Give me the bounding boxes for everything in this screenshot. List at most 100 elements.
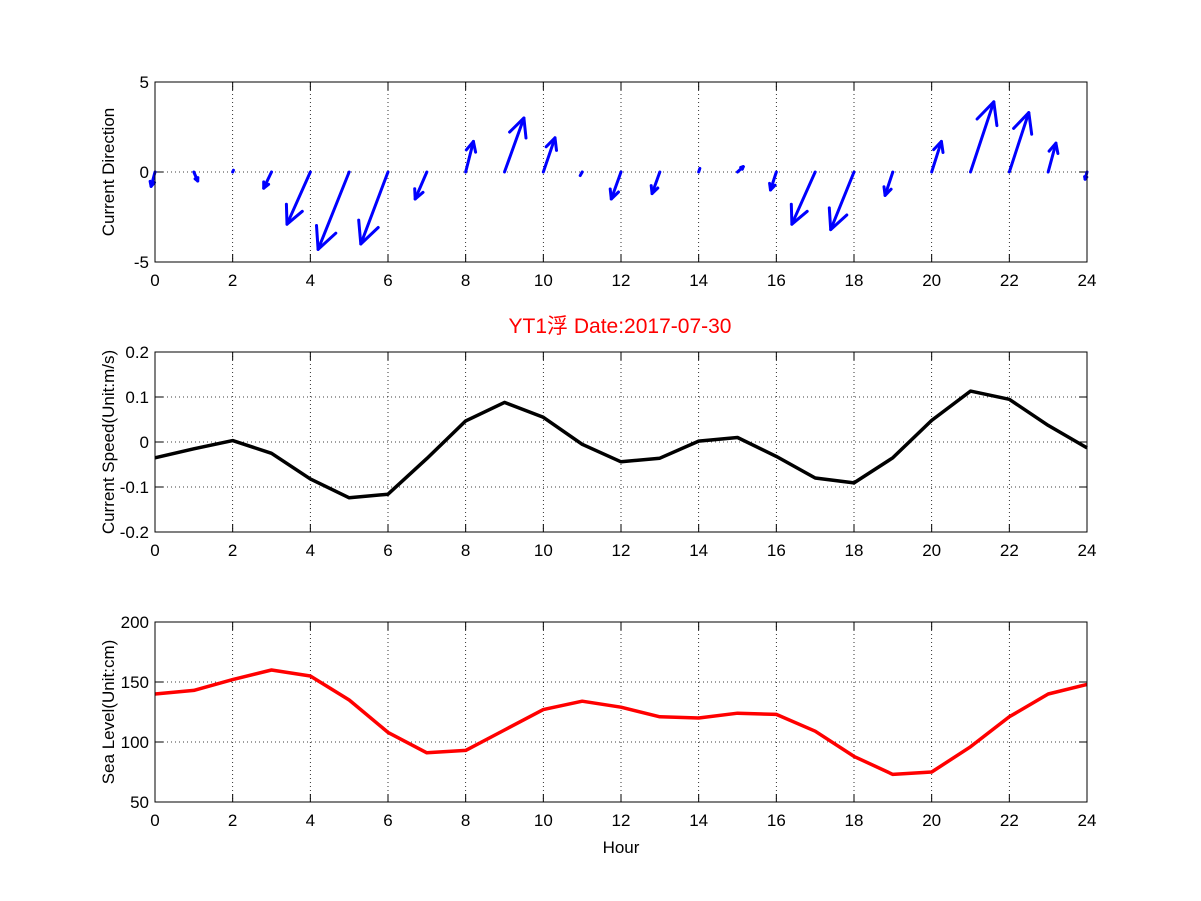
x-tick-label: 4 <box>306 541 315 560</box>
arrow-head <box>975 100 999 128</box>
direction-arrow <box>969 100 999 174</box>
y-tick-label: 100 <box>121 733 149 752</box>
x-tick-label: 10 <box>534 811 553 830</box>
x-tick-label: 24 <box>1078 271 1097 290</box>
x-tick-label: 24 <box>1078 811 1097 830</box>
arrow-head <box>789 202 809 226</box>
x-tick-label: 22 <box>1000 811 1019 830</box>
x-tick-label: 14 <box>689 271 708 290</box>
arrow-shaft <box>464 139 475 174</box>
direction-arrow <box>697 166 702 174</box>
direction-arrow <box>541 136 558 174</box>
arrow-head <box>1047 141 1060 155</box>
arrow-head <box>508 116 528 140</box>
x-tick-label: 2 <box>228 811 237 830</box>
arrow-head <box>827 206 849 232</box>
arrow-shaft <box>503 116 526 174</box>
direction-arrow <box>262 170 273 190</box>
arrow-shaft <box>829 170 856 232</box>
y-axis-label: Current Speed(Unit:m/s) <box>99 350 118 534</box>
x-tick-label: 20 <box>922 811 941 830</box>
x-tick-label: 6 <box>383 271 392 290</box>
direction-arrow <box>192 170 200 183</box>
y-tick-label: -0.1 <box>120 478 149 497</box>
arrow-shaft <box>1007 111 1031 174</box>
arrow-head <box>148 179 156 188</box>
y-tick-label: 0.1 <box>125 388 149 407</box>
y-tick-label: 5 <box>140 73 149 92</box>
arrow-shaft <box>969 100 996 174</box>
axes-frame <box>154 621 1088 803</box>
arrow-head <box>882 185 893 197</box>
x-tick-label: 14 <box>689 811 708 830</box>
direction-arrow <box>578 170 584 178</box>
arrow-shaft <box>578 170 584 178</box>
x-tick-label: 18 <box>845 811 864 830</box>
direction-arrow <box>930 139 945 174</box>
direction-arrow <box>882 170 895 197</box>
y-tick-label: 0.2 <box>125 343 149 362</box>
arrow-shaft <box>609 170 623 201</box>
arrow-head <box>544 136 558 152</box>
y-tick-label: 0 <box>140 163 149 182</box>
y-tick-label: -5 <box>134 253 149 272</box>
y-tick-label: -0.2 <box>120 523 149 542</box>
arrow-shaft <box>650 170 662 196</box>
direction-arrow <box>768 170 778 192</box>
y-tick-label: 0 <box>140 433 149 452</box>
y-tick-label: 200 <box>121 613 149 632</box>
direction-arrow <box>357 170 390 246</box>
arrow-head <box>932 139 945 154</box>
y-tick-label: 50 <box>130 793 149 812</box>
arrow-head <box>649 184 660 196</box>
x-tick-label: 14 <box>689 541 708 560</box>
arrow-head <box>315 224 338 251</box>
direction-arrow <box>1007 111 1034 174</box>
x-tick-label: 6 <box>383 541 392 560</box>
x-tick-label: 16 <box>767 541 786 560</box>
direction-arrow <box>736 165 745 174</box>
arrow-shaft <box>413 170 429 201</box>
arrow-shaft <box>359 170 390 246</box>
x-tick-label: 0 <box>150 811 159 830</box>
arrow-head <box>193 176 200 183</box>
x-axis-label: Hour <box>603 838 640 857</box>
arrow-head <box>357 218 380 246</box>
x-tick-label: 20 <box>922 271 941 290</box>
x-tick-label: 18 <box>845 541 864 560</box>
x-tick-label: 8 <box>461 271 470 290</box>
direction-arrow <box>608 170 623 201</box>
arrow-head <box>464 139 478 154</box>
x-tick-label: 24 <box>1078 541 1097 560</box>
arrow-shaft <box>541 136 557 174</box>
direction-arrow <box>1046 141 1060 174</box>
x-tick-label: 2 <box>228 541 237 560</box>
direction-arrow <box>413 170 429 201</box>
x-tick-label: 2 <box>228 271 237 290</box>
x-tick-label: 8 <box>461 541 470 560</box>
x-tick-label: 16 <box>767 811 786 830</box>
arrow-head <box>608 187 620 201</box>
arrow-head <box>413 187 425 201</box>
arrow-shaft <box>930 139 943 174</box>
arrow-head <box>284 202 304 226</box>
arrow-shaft <box>316 170 351 251</box>
direction-arrow <box>649 170 662 196</box>
arrow-head <box>1012 111 1034 136</box>
arrow-shaft <box>697 166 702 174</box>
direction-arrow <box>827 170 856 232</box>
y-axis-label: Current Direction <box>99 108 118 237</box>
x-tick-label: 10 <box>534 271 553 290</box>
y-tick-label: 150 <box>121 673 149 692</box>
axes-frame <box>154 351 1088 533</box>
y-axis-label: Sea Level(Unit:cm) <box>99 640 118 785</box>
arrow-head <box>262 180 271 190</box>
x-tick-label: 18 <box>845 271 864 290</box>
x-tick-label: 22 <box>1000 541 1019 560</box>
x-tick-label: 10 <box>534 541 553 560</box>
arrow-shaft <box>883 170 895 197</box>
